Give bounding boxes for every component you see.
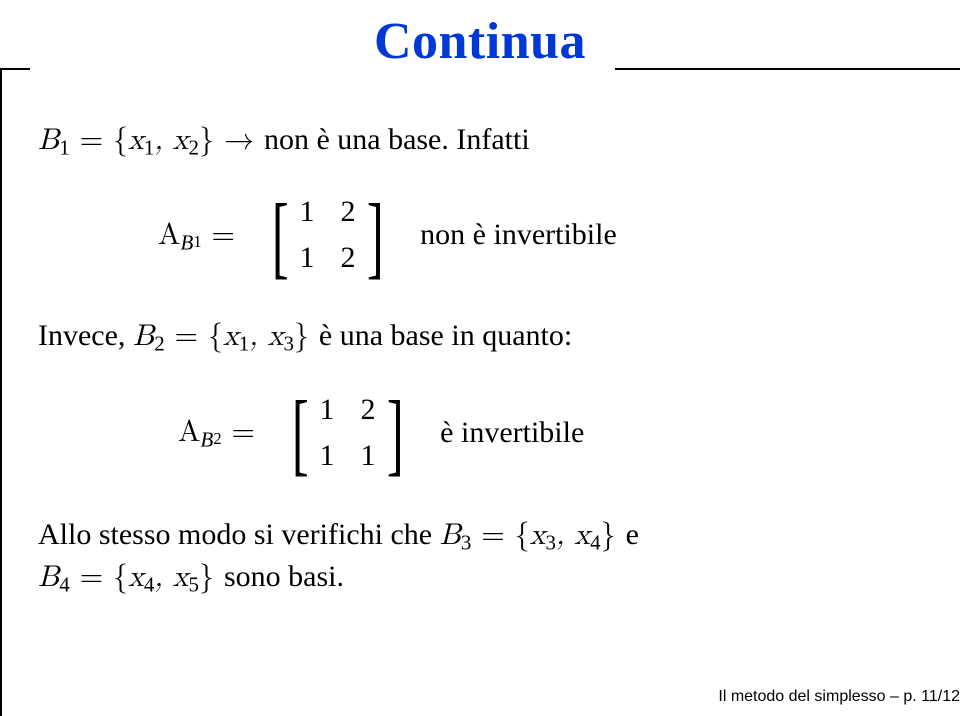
p2-x1s: 1 [239, 331, 250, 355]
m12: 2 [341, 192, 356, 233]
eq3: = { [471, 520, 529, 550]
x4s: 4 [590, 530, 601, 554]
n22: 1 [361, 436, 376, 477]
eq1-Bs: 1 [193, 232, 201, 251]
b1-close: } → [199, 125, 264, 155]
x4bs: 4 [144, 572, 155, 596]
eq1-cells: 1 2 1 2 [296, 190, 360, 282]
rbracket2: ] [386, 387, 403, 479]
b2-eq: = { [165, 321, 223, 351]
x3s: 3 [545, 530, 556, 554]
p2-close: } [294, 321, 319, 351]
p2-x2s: 3 [283, 331, 294, 355]
x1-sub: 1 [144, 135, 155, 159]
b1-var: B [38, 125, 59, 155]
b2-var: B [133, 321, 154, 351]
equation-2: AB2 = [ 1 2 1 1 ] è invertibile [178, 387, 930, 479]
eq1-note: non è invertibile [420, 215, 617, 256]
eq1-matrix: [ 1 2 1 2 ] [265, 190, 390, 282]
p3-e: e [626, 518, 639, 551]
b1-sub: 1 [59, 135, 70, 159]
x2-sub: 2 [189, 135, 200, 159]
p2-pre: Invece, [38, 319, 133, 352]
close3: } [601, 520, 626, 550]
x3v: x [530, 520, 546, 550]
n12: 2 [361, 390, 376, 431]
eq2-B: B [201, 428, 214, 452]
n21: 1 [320, 436, 335, 477]
paragraph-2: Invece, B2 = {x1, x3} è una base in quan… [38, 316, 930, 358]
eq1-lhs: AB1 = [158, 215, 235, 257]
close4: } [199, 562, 224, 592]
b3s: 3 [461, 530, 472, 554]
p2-comma: , [249, 321, 267, 351]
x4bv: x [128, 562, 144, 592]
m21: 1 [300, 238, 315, 279]
x1-var: x [128, 125, 144, 155]
content-area: B1 = {x1, x2} → non è una base. Infatti … [38, 120, 930, 598]
p2-x2v: x [268, 321, 284, 351]
equation-1: AB1 = [ 1 2 1 2 ] non è invertibile [158, 190, 930, 282]
eq1-A: A [158, 220, 181, 250]
eq2-note: è invertibile [440, 413, 584, 454]
rbracket: ] [366, 190, 383, 282]
eq2-lhs: AB2 = [178, 412, 255, 454]
m22: 2 [341, 238, 356, 279]
p2-x1v: x [223, 321, 239, 351]
eq2-A: A [178, 417, 201, 447]
c2: , [154, 562, 172, 592]
paragraph-3: Allo stesso modo si verifichi che B3 = {… [38, 515, 930, 598]
n11: 1 [320, 390, 335, 431]
b1-comma: , [154, 125, 172, 155]
b4s: 4 [59, 572, 70, 596]
lbracket: [ [272, 190, 289, 282]
eq1-B: B [181, 230, 194, 254]
eq2-eq: = [222, 417, 255, 447]
page-title: Continua [0, 12, 960, 71]
x5s: 5 [189, 572, 200, 596]
page-footer: Il metodo del simplesso – p. 11/12 [718, 688, 960, 706]
b3v: B [440, 520, 461, 550]
p3-t2: sono basi. [224, 560, 344, 593]
x4v: x [574, 520, 590, 550]
eq4: = { [70, 562, 128, 592]
m11: 1 [300, 192, 315, 233]
p3-t1: Allo stesso modo si verifichi che [38, 518, 440, 551]
lbracket2: [ [292, 387, 309, 479]
p1-text: non è una base. Infatti [264, 123, 530, 156]
eq2-Bs: 2 [213, 429, 221, 448]
b2-sub: 2 [154, 331, 165, 355]
frame-left [0, 68, 2, 716]
eq1-eq: = [202, 220, 235, 250]
paragraph-1: B1 = {x1, x2} → non è una base. Infatti [38, 120, 930, 162]
x2-var: x [173, 125, 189, 155]
eq2-cells: 1 2 1 1 [316, 387, 380, 479]
c1: , [556, 520, 574, 550]
x5v: x [173, 562, 189, 592]
b4v: B [38, 562, 59, 592]
eq2-matrix: [ 1 2 1 1 ] [285, 387, 410, 479]
p2-text: è una base in quanto: [319, 319, 572, 352]
b1-eq: = { [70, 125, 128, 155]
